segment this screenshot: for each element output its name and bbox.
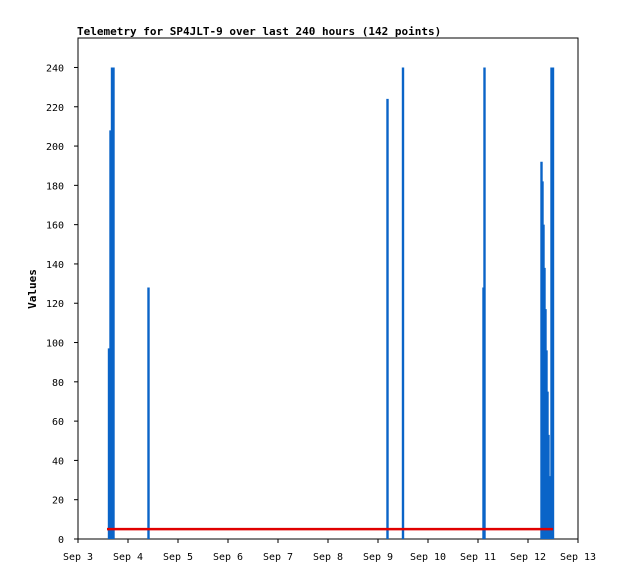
y-axis-label: Values	[26, 269, 39, 309]
plot-marks	[107, 67, 555, 539]
y-tick-label: 180	[46, 181, 64, 192]
y-tick-label: 60	[52, 417, 64, 428]
y-tick-label: 160	[46, 221, 64, 232]
y-tick-label: 220	[46, 103, 64, 114]
x-tick-label: Sep 11	[460, 552, 496, 563]
x-tick-label: Sep 6	[213, 552, 243, 563]
x-tick-label: Sep 4	[113, 552, 143, 563]
y-tick-label: 0	[58, 535, 64, 546]
y-tick-label: 240	[46, 63, 64, 74]
x-tick-label: Sep 7	[263, 552, 293, 563]
y-tick-label: 80	[52, 378, 64, 389]
x-tick-label: Sep 8	[313, 552, 343, 563]
y-axis: 0 20 40 60 80 100 120 140 160 180 200 220 240	[46, 63, 78, 546]
x-axis: Sep 3 Sep 4 Sep 5 Sep 6 Sep 7 Sep 8 Sep 9 Sep 1…	[63, 539, 596, 563]
x-tick-label: Sep 9	[363, 552, 393, 563]
x-tick-label: Sep 12	[510, 552, 546, 563]
x-tick-label: Sep 10	[410, 552, 446, 563]
chart-title: Telemetry for SP4JLT-9 over last 240 hou…	[77, 25, 441, 38]
y-tick-label: 200	[46, 142, 64, 153]
plot-area-frame	[77, 37, 579, 540]
y-tick-label: 120	[46, 299, 64, 310]
y-tick-label: 40	[52, 456, 64, 467]
y-tick-label: 100	[46, 339, 64, 350]
y-tick-label: 20	[52, 496, 64, 507]
x-tick-label: Sep 5	[163, 552, 193, 563]
x-tick-label: Sep 3	[63, 552, 93, 563]
y-tick-label: 140	[46, 260, 64, 271]
x-tick-label: Sep 13	[560, 552, 596, 563]
